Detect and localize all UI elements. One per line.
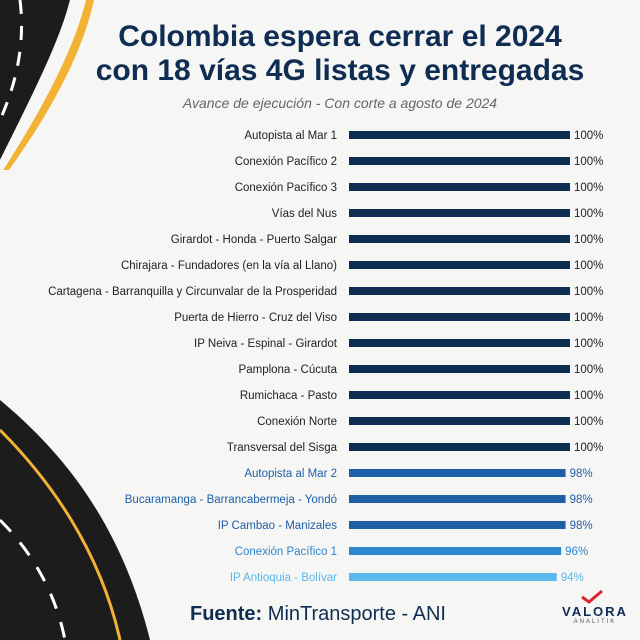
category-label: Conexión Pacífico 3 (235, 182, 337, 194)
category-label: Autopista al Mar 1 (244, 130, 337, 142)
bar (349, 547, 562, 555)
bar (349, 261, 570, 269)
category-label: Transversal del Sisga (227, 442, 338, 454)
brand-subtitle: ANALITIK (573, 619, 617, 625)
bar (349, 287, 570, 295)
category-label: Conexión Pacífico 1 (235, 546, 337, 558)
value-label: 100% (574, 442, 603, 454)
category-label: Girardot - Honda - Puerto Salgar (171, 234, 337, 246)
value-label: 100% (574, 130, 603, 142)
chart-subtitle: Avance de ejecución - Con corte a agosto… (182, 95, 498, 111)
category-label: IP Neiva - Espinal - Girardot (194, 338, 338, 350)
value-label: 98% (570, 494, 593, 506)
value-label: 100% (574, 182, 603, 194)
value-label: 100% (574, 156, 603, 168)
brand-logo: VALORA ANALITIK (562, 590, 628, 625)
chart-title: Colombia espera cerrar el 2024 con 18 ví… (0, 20, 640, 88)
brand-name: VALORA (562, 604, 628, 619)
value-label: 94% (561, 572, 584, 584)
bar (349, 573, 557, 581)
road-decoration-bottom-icon (0, 400, 150, 640)
bar (349, 365, 570, 373)
source-label: Fuente: (190, 603, 263, 625)
category-label: IP Antioquia - Bolívar (230, 572, 337, 584)
value-label: 100% (574, 312, 603, 324)
category-label: Autopista al Mar 2 (244, 468, 337, 480)
bar (349, 131, 570, 139)
value-label: 100% (574, 364, 603, 376)
bar (349, 157, 570, 165)
value-label: 96% (565, 546, 588, 558)
category-label: Bucaramanga - Barrancabermeja - Yondó (125, 494, 337, 506)
category-label: Conexión Norte (257, 416, 337, 428)
category-label: IP Cambao - Manizales (218, 520, 338, 532)
value-label: 100% (574, 234, 603, 246)
bar (349, 183, 570, 191)
category-label: Cartagena - Barranquilla y Circunvalar d… (48, 286, 337, 298)
road-decoration-top-icon (0, 0, 94, 170)
bar (349, 209, 570, 217)
source-value: MinTransporte - ANI (267, 603, 446, 625)
value-label: 98% (570, 520, 593, 532)
bar (349, 495, 566, 503)
value-label: 98% (570, 468, 593, 480)
value-label: 100% (574, 338, 603, 350)
title-line-2: con 18 vías 4G listas y entregadas (95, 54, 585, 87)
value-label: 100% (574, 416, 603, 428)
value-label: 100% (574, 260, 603, 272)
bar-chart: Autopista al Mar 1 100% Conexión Pacífico … (48, 130, 603, 584)
bar (349, 235, 570, 243)
category-label: Vías del Nus (272, 208, 337, 220)
category-label: Puerta de Hierro - Cruz del Viso (174, 312, 337, 324)
bar (349, 521, 566, 529)
category-label: Chirajara - Fundadores (en la vía al Lla… (121, 260, 337, 272)
value-label: 100% (574, 390, 603, 402)
category-label: Conexión Pacífico 2 (235, 156, 337, 168)
bar (349, 313, 570, 321)
source-footer: Fuente: MinTransporte - ANI (190, 603, 446, 626)
bar (349, 443, 570, 451)
valora-check-icon (581, 590, 603, 604)
category-label: Rumichaca - Pasto (240, 390, 337, 402)
bar (349, 417, 570, 425)
value-label: 100% (574, 208, 603, 220)
title-line-1: Colombia espera cerrar el 2024 (118, 20, 562, 53)
category-label: Pamplona - Cúcuta (239, 364, 338, 376)
bar (349, 339, 570, 347)
bar (349, 469, 566, 477)
value-label: 100% (574, 286, 603, 298)
bar (349, 391, 570, 399)
